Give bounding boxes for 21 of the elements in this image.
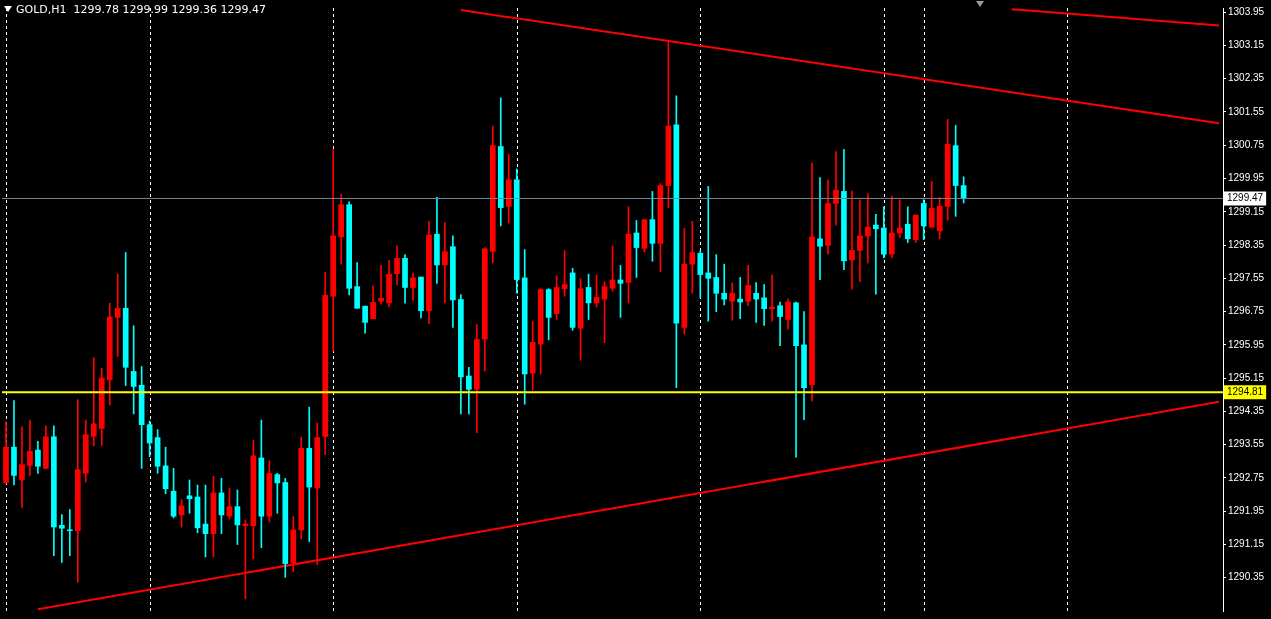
y-tick-label: 1290.35 <box>1228 571 1265 583</box>
y-tick-label: 1294.35 <box>1228 405 1265 417</box>
ref-line-label: 1299.47 <box>1227 192 1264 204</box>
y-tick-label: 1303.95 <box>1228 5 1265 17</box>
y-tick-label: 1299.95 <box>1228 172 1265 184</box>
y-tick-label: 1303.15 <box>1228 39 1265 51</box>
y-tick-label: 1295.95 <box>1228 338 1265 350</box>
y-tick-label: 1292.75 <box>1228 471 1265 483</box>
y-tick-label: 1295.15 <box>1228 371 1265 383</box>
chart-title: GOLD,H1 1299.78 1299.99 1299.36 1299.47 <box>16 3 266 16</box>
y-tick-label: 1296.75 <box>1228 305 1265 317</box>
y-tick-label: 1291.15 <box>1228 538 1265 550</box>
y-tick-label: 1298.35 <box>1228 238 1265 250</box>
y-tick-label: 1291.95 <box>1228 504 1265 516</box>
ref-line-label: 1294.81 <box>1227 386 1264 398</box>
y-tick-label: 1300.75 <box>1228 138 1265 150</box>
y-tick-label: 1297.55 <box>1228 272 1265 284</box>
y-tick-label: 1301.55 <box>1228 105 1265 117</box>
y-tick-label: 1299.15 <box>1228 205 1265 217</box>
y-tick-label: 1302.35 <box>1228 72 1265 84</box>
y-tick-label: 1293.55 <box>1228 438 1265 450</box>
